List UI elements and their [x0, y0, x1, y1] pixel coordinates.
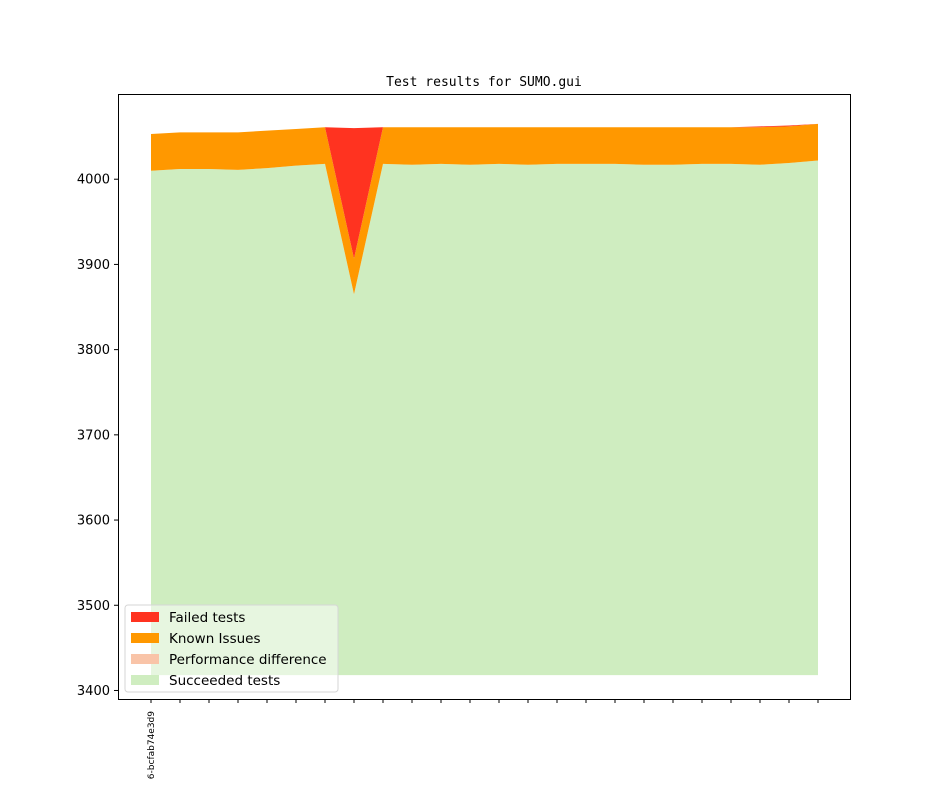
legend-label: Failed tests: [169, 610, 245, 626]
legend-box: [124, 604, 339, 693]
legend-swatch: [131, 675, 159, 685]
y-axis: 3400 3500 3600 3700 3800 3900 4000: [77, 173, 118, 699]
legend-label: Succeeded tests: [169, 673, 280, 689]
y-tick-label: 3500: [77, 599, 110, 614]
legend: Failed tests Known Issues Performance diff…: [124, 604, 339, 693]
x-tick-label: 6-bcfab74e3d9: [147, 711, 157, 779]
legend-swatch: [131, 654, 159, 664]
y-tick-label: 3900: [77, 258, 110, 273]
legend-label: Performance difference: [169, 652, 327, 668]
x-axis: 6-bcfab74e3d9: [147, 699, 819, 779]
plot-frame: [118, 94, 851, 700]
legend-swatch: [131, 633, 159, 643]
y-tick-label: 3600: [77, 514, 110, 529]
chart-title: Test results for SUMO.gui: [386, 75, 582, 90]
legend-label: Known Issues: [169, 631, 261, 647]
area-succeeded-tests: [151, 160, 818, 676]
y-tick-label: 3400: [77, 684, 110, 699]
y-tick-label: 3800: [77, 343, 110, 358]
area-known-issues: [151, 123, 818, 295]
y-tick-label: 3700: [77, 428, 110, 443]
legend-swatch: [131, 612, 159, 622]
area-series-group: [151, 123, 818, 676]
y-tick-label: 4000: [77, 173, 110, 188]
